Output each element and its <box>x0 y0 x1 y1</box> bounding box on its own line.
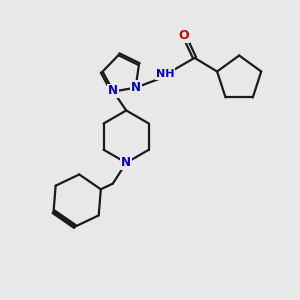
Text: NH: NH <box>156 69 174 79</box>
Text: N: N <box>108 85 118 98</box>
Text: O: O <box>179 29 190 42</box>
Text: N: N <box>121 156 131 169</box>
Text: N: N <box>131 81 141 94</box>
